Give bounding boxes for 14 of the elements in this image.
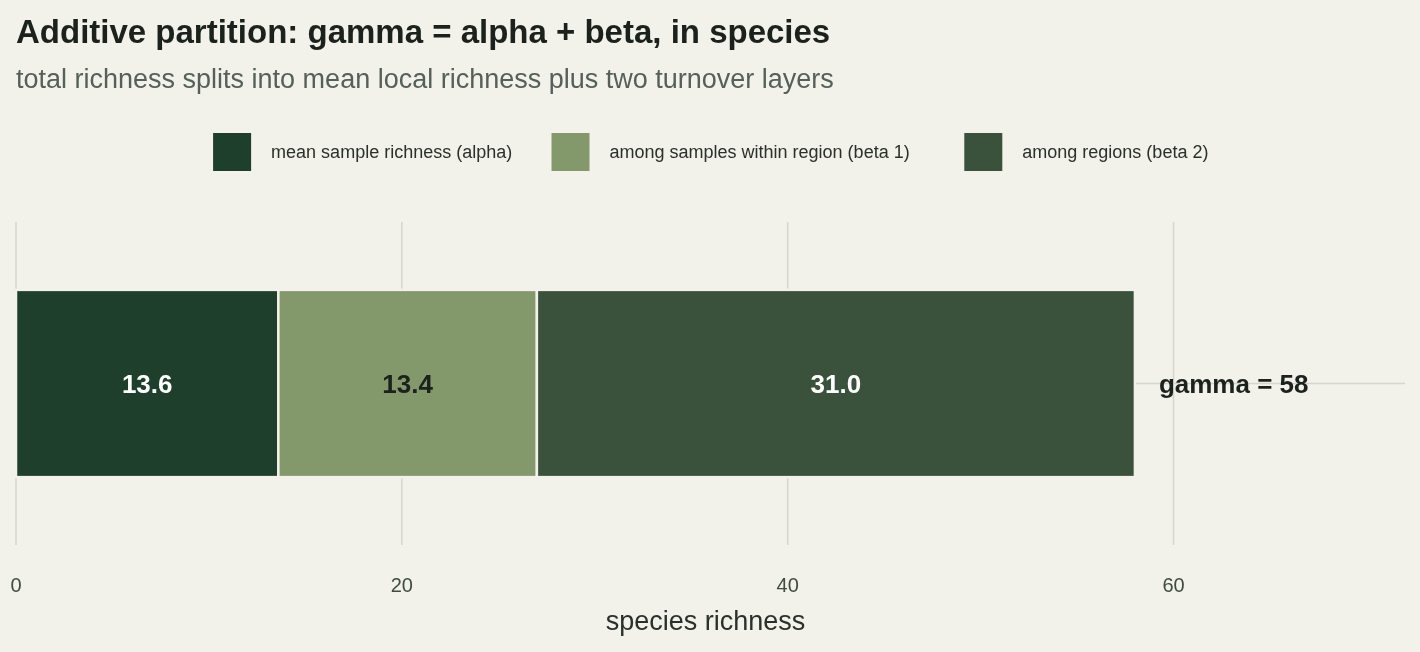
x-tick-label: 60: [1162, 574, 1185, 596]
data-label: 13.4: [382, 368, 434, 399]
legend-label: among regions (beta 2): [1022, 142, 1209, 163]
x-axis-title: species richness: [605, 606, 806, 636]
chart-title: Additive partition: gamma = alpha + beta, in species: [16, 13, 831, 50]
legend-label: mean sample richness (alpha): [271, 142, 513, 163]
annotation: gamma = 58: [1158, 368, 1309, 399]
x-tick-label: 20: [390, 574, 413, 596]
legend-label: among samples within region (beta 1): [609, 142, 910, 163]
data-label: 31.0: [810, 368, 862, 399]
x-tick-label: 0: [10, 574, 22, 596]
data-label: 13.6: [121, 368, 173, 399]
chart-subtitle: total richness splits into mean local richness plus two turnover layers: [16, 64, 834, 94]
x-tick-label: 40: [776, 574, 799, 596]
